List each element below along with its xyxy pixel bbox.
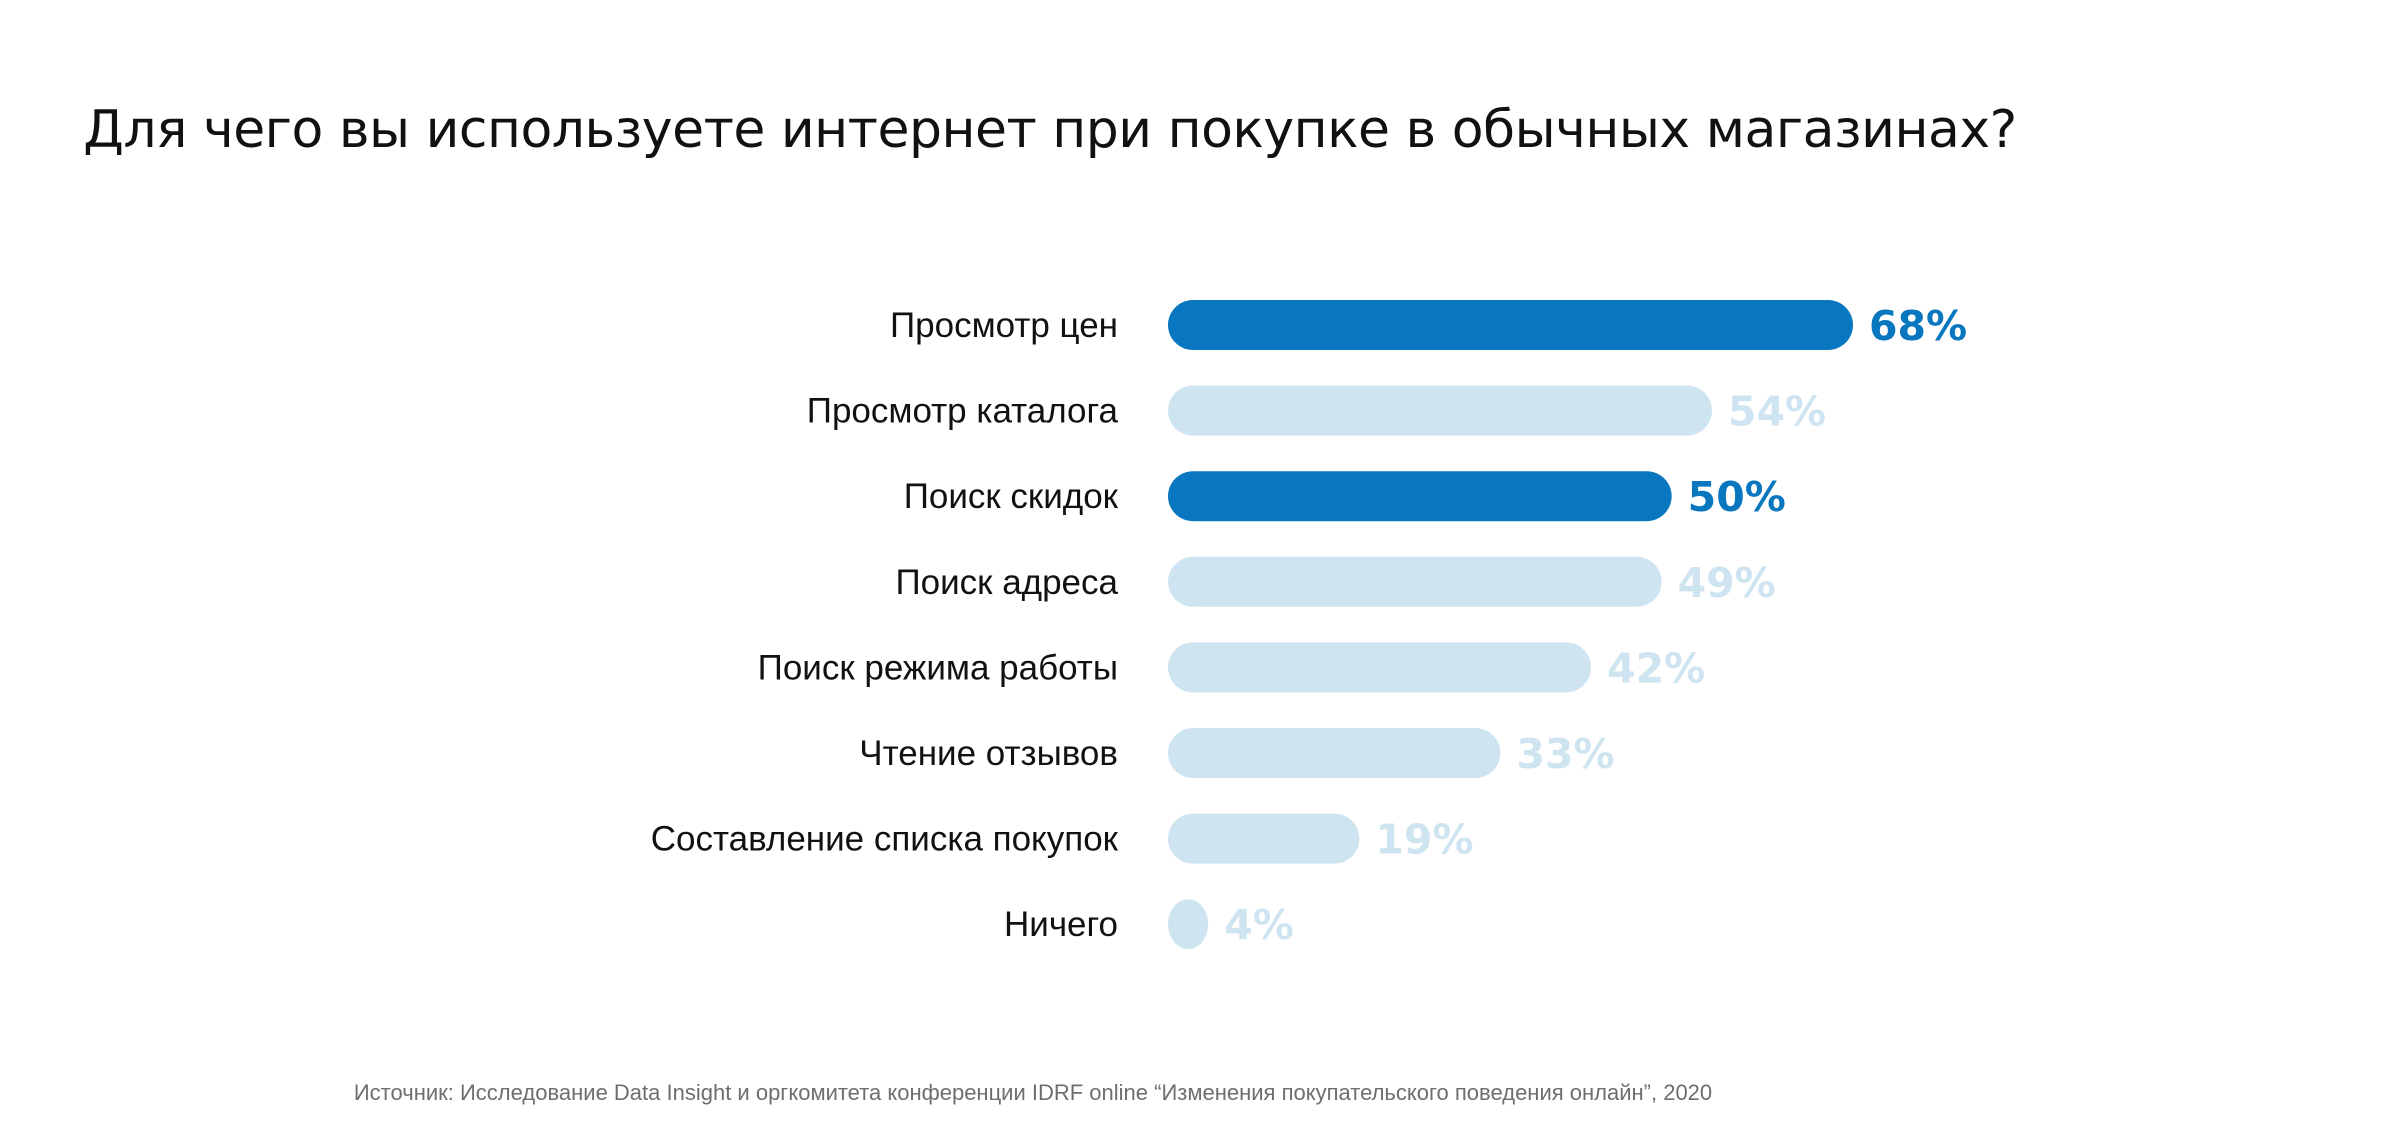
bar [1168, 385, 1712, 436]
category-label: Чтение отзывов [859, 734, 1118, 773]
category-label: Поиск адреса [896, 563, 1119, 602]
source-note: Источник: Исследование Data Insight и ор… [353, 1080, 1713, 1105]
value-label: 54% [1728, 388, 1826, 436]
bar [1168, 556, 1662, 607]
bar [1168, 642, 1592, 693]
category-label: Поиск скидок [904, 477, 1119, 516]
category-label: Составление списка покупок [651, 820, 1119, 859]
bar [1168, 728, 1501, 778]
category-label: Просмотр каталога [807, 392, 1119, 431]
bar [1168, 899, 1209, 950]
bar [1168, 471, 1672, 522]
value-label: 33% [1516, 730, 1614, 778]
value-label: 68% [1869, 302, 1967, 350]
value-label: 50% [1688, 473, 1786, 521]
category-label: Ничего [1004, 905, 1118, 944]
value-label: 42% [1607, 644, 1705, 692]
category-label: Просмотр цен [890, 306, 1118, 345]
value-label: 4% [1224, 901, 1294, 949]
bar [1168, 813, 1360, 864]
bar [1168, 300, 1853, 350]
value-label: 49% [1678, 559, 1776, 607]
category-label: Поиск режима работы [758, 648, 1118, 687]
value-label: 19% [1375, 816, 1473, 864]
chart-title: Для чего вы используете интернет при пок… [83, 100, 2017, 160]
